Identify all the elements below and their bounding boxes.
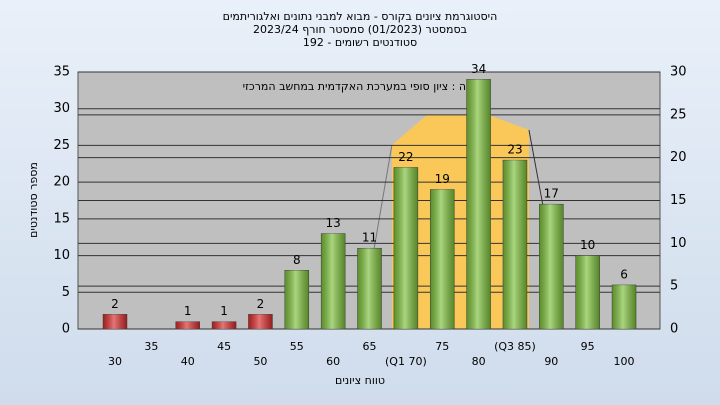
value-label: 34	[471, 62, 486, 76]
bar-shine	[430, 189, 455, 329]
value-label: 22	[398, 150, 413, 164]
value-label: 1	[184, 304, 192, 318]
bar-shine	[321, 233, 346, 329]
value-label: 6	[620, 267, 628, 281]
bar-shine	[175, 321, 200, 329]
bar-shine	[212, 321, 237, 329]
bar-shine	[357, 248, 382, 329]
y2-tick-label: 20	[670, 150, 687, 165]
y-tick-label: 0	[62, 322, 70, 337]
y-tick-label: 20	[53, 175, 70, 190]
y-tick-label: 10	[53, 248, 70, 263]
x-tick-label: 35	[144, 340, 158, 353]
bar-shine	[502, 160, 527, 329]
x-tick-label: (Q3 85)	[494, 340, 536, 353]
x-tick-label: 60	[326, 355, 340, 368]
x-tick-label: 40	[181, 355, 195, 368]
y-tick-label: 30	[53, 101, 70, 116]
bar-shine	[248, 314, 273, 329]
x-tick-label: 50	[253, 355, 267, 368]
x-tick-label: (Q1 70)	[385, 355, 427, 368]
bar-shine	[612, 284, 637, 329]
value-label: 1	[220, 304, 228, 318]
value-label: 2	[111, 297, 119, 311]
chart-title: היסטוגרמת ציונים בקורס - מבוא למבני נתונ…	[223, 10, 498, 23]
bar-shine	[103, 314, 127, 329]
annotation: רשימה : ציון סופי במערכת האקדמית במחשב ה…	[243, 80, 490, 93]
value-label: 17	[544, 187, 559, 201]
x-tick-label: 65	[363, 340, 377, 353]
value-label: 2	[257, 297, 265, 311]
x-tick-label: 55	[290, 340, 304, 353]
x-tick-label: 90	[544, 355, 558, 368]
quartile-area	[391, 115, 529, 329]
x-tick-label: 80	[472, 355, 486, 368]
y-tick-label: 15	[53, 211, 70, 226]
y2-tick-label: 30	[670, 65, 687, 80]
bar-shine	[575, 255, 600, 329]
y-tick-label: 5	[62, 285, 70, 300]
y-tick-label: 35	[53, 65, 70, 80]
y-axis-label: מספר סטודנטים	[27, 162, 40, 238]
bar-shine	[466, 79, 491, 329]
x-axis-label: טווח ציונים	[335, 374, 385, 387]
value-label: 10	[580, 238, 595, 252]
y-tick-label: 25	[53, 138, 70, 153]
bar-shine	[539, 204, 564, 329]
value-label: 19	[435, 172, 450, 186]
chart-subtitle: סטודנטים רשומים - 192	[303, 36, 417, 49]
x-tick-label: 95	[581, 340, 595, 353]
y2-tick-label: 5	[670, 279, 678, 294]
bar-shine	[393, 167, 418, 329]
y2-tick-label: 10	[670, 236, 687, 251]
value-label: 23	[507, 143, 522, 157]
value-label: 8	[293, 253, 301, 267]
y2-tick-label: 25	[670, 107, 687, 122]
quartile-line	[373, 144, 393, 251]
x-tick-label: 100	[614, 355, 635, 368]
x-tick-label: 30	[108, 355, 122, 368]
bar-shine	[284, 270, 309, 329]
value-label: 13	[326, 216, 341, 230]
value-label: 11	[362, 231, 377, 245]
chart-subtitle: בסמסטר (01/2023) סמסטר חורף 2023/24	[253, 23, 467, 36]
y2-tick-label: 0	[670, 322, 678, 337]
x-tick-label: 45	[217, 340, 231, 353]
y2-tick-label: 15	[670, 193, 687, 208]
x-tick-label: 75	[435, 340, 449, 353]
